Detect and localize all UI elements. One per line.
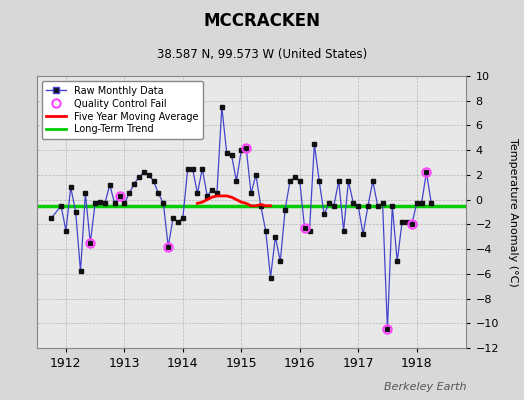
Legend: Raw Monthly Data, Quality Control Fail, Five Year Moving Average, Long-Term Tren: Raw Monthly Data, Quality Control Fail, …	[41, 81, 203, 139]
Y-axis label: Temperature Anomaly (°C): Temperature Anomaly (°C)	[508, 138, 518, 286]
Text: 38.587 N, 99.573 W (United States): 38.587 N, 99.573 W (United States)	[157, 48, 367, 61]
Text: Berkeley Earth: Berkeley Earth	[384, 382, 466, 392]
Text: MCCRACKEN: MCCRACKEN	[203, 12, 321, 30]
